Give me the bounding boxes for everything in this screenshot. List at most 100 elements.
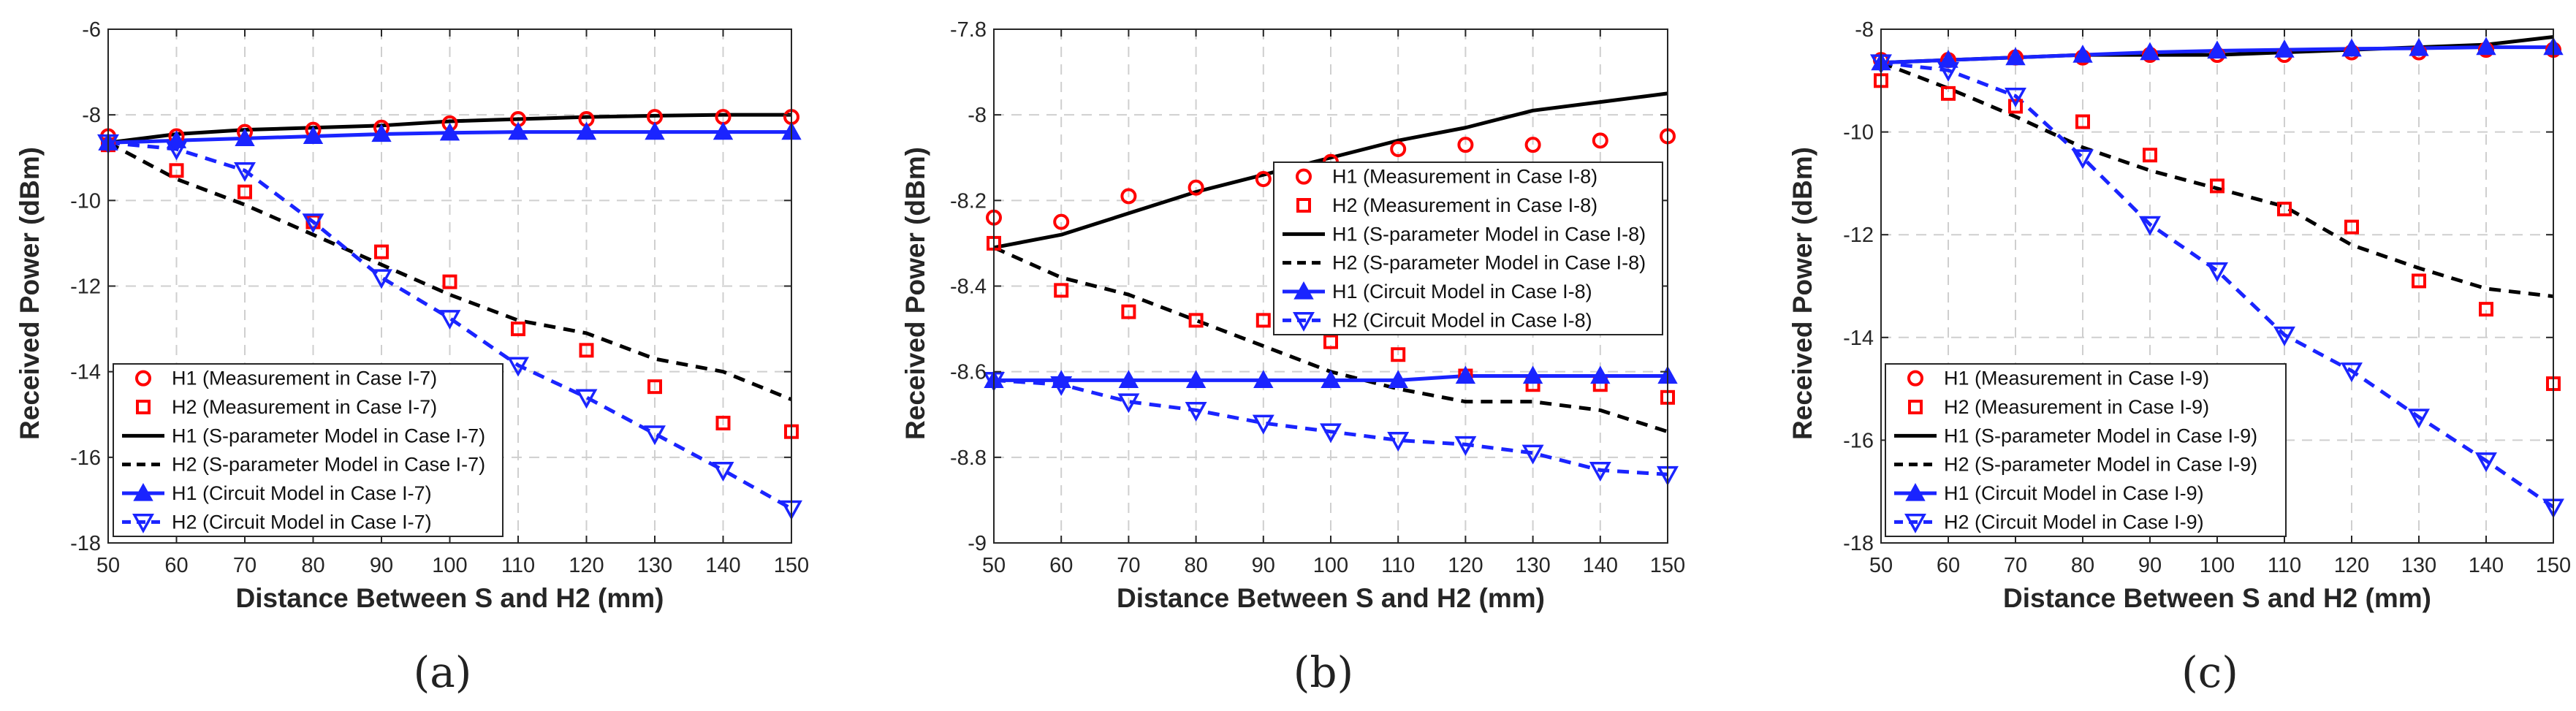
data-point-s2 — [2277, 202, 2292, 217]
data-point-s6 — [507, 357, 529, 377]
legend-swatch-marker — [1296, 198, 1311, 213]
legend-swatch-marker — [1293, 311, 1315, 332]
data-point-s5 — [1118, 370, 1139, 388]
data-point-s6 — [2273, 326, 2295, 346]
y-tick-label: -12 — [70, 275, 101, 299]
data-point-s6 — [2139, 216, 2161, 236]
data-point-s2 — [1054, 283, 1069, 298]
data-point-s2 — [442, 274, 457, 289]
legend: H1 (Measurement in Case I-7) H2 (Measurem… — [113, 363, 504, 537]
y-tick-label: -7.8 — [950, 18, 987, 42]
x-tick-label: 140 — [705, 554, 740, 577]
data-point-s5 — [1590, 365, 1611, 384]
series-line-4 — [107, 141, 792, 402]
legend-entry-label: H2 (S-parameter Model in Case I-8) — [1332, 252, 1646, 274]
data-point-s6 — [644, 425, 666, 446]
data-point-s6 — [575, 389, 598, 409]
y-tick-label: -16 — [1843, 429, 1874, 452]
data-point-s5 — [2274, 39, 2295, 58]
data-point-s5 — [2005, 47, 2026, 66]
x-tick-label: 130 — [2401, 554, 2436, 577]
data-point-s6 — [712, 462, 734, 482]
y-axis-label: Received Power (dBm) — [15, 147, 45, 440]
legend-swatch-marker — [1905, 482, 1926, 501]
data-point-s5 — [1455, 365, 1476, 384]
data-point-s5 — [2341, 38, 2362, 57]
data-point-s6 — [2341, 362, 2363, 383]
x-tick-label: 90 — [1252, 554, 1275, 577]
x-tick-label: 70 — [1117, 554, 1140, 577]
data-point-s5 — [2207, 40, 2227, 59]
x-tick-label: 90 — [2138, 554, 2162, 577]
data-point-s2 — [169, 163, 184, 178]
legend-box — [1885, 363, 2287, 537]
data-point-s6 — [165, 140, 188, 161]
legend-swatch-marker — [136, 400, 151, 414]
data-point-s2 — [1391, 347, 1406, 362]
x-tick-label: 130 — [637, 554, 672, 577]
y-tick-label: -9 — [968, 532, 987, 555]
y-tick-label: -8.4 — [950, 275, 987, 299]
x-tick-label: 60 — [1049, 554, 1073, 577]
data-point-s1 — [1188, 179, 1204, 196]
data-point-s2 — [1188, 313, 1204, 328]
data-point-s2 — [511, 322, 525, 337]
data-point-s5 — [508, 121, 528, 140]
chart-panel-2: 50 60 70 80 90 100 110 120 130 140 150 -9 -8.8 -8.6 -8… — [900, 18, 1685, 697]
legend-entry-label: H1 (S-parameter Model in Case I-9) — [1944, 425, 2257, 446]
x-tick-label: 50 — [982, 554, 1006, 577]
data-point-s5 — [1388, 370, 1408, 388]
data-point-s6 — [1252, 414, 1274, 435]
data-point-s1 — [1120, 188, 1137, 205]
data-point-s5 — [303, 126, 324, 145]
y-tick-label: -8.6 — [950, 361, 987, 384]
data-point-s6 — [1117, 393, 1140, 414]
data-point-s5 — [1185, 370, 1207, 388]
panel-label: (a) — [414, 647, 472, 697]
data-point-s1 — [1390, 141, 1407, 158]
legend-entry-label: H2 (Measurement in Case I-9) — [1944, 396, 2209, 418]
y-tick-label: -8.2 — [950, 189, 987, 213]
data-point-s5 — [2409, 37, 2429, 56]
data-point-s6 — [1454, 436, 1477, 456]
data-point-s1 — [1255, 171, 1272, 188]
data-point-s6 — [1185, 402, 1207, 422]
legend-entry-label: H2 (Measurement in Case I-7) — [172, 396, 437, 418]
legend-swatch-marker — [1296, 168, 1312, 185]
data-point-s2 — [2143, 148, 2157, 163]
data-point-s6 — [438, 310, 461, 330]
x-tick-label: 150 — [2536, 554, 2571, 577]
x-tick-label: 120 — [2334, 554, 2369, 577]
data-point-s5 — [235, 128, 255, 146]
y-tick-label: -18 — [70, 532, 101, 555]
x-tick-label: 60 — [164, 554, 188, 577]
y-axis-label: Received Power (dBm) — [900, 147, 930, 440]
legend-swatch-marker — [1293, 281, 1314, 300]
data-point-s2 — [1255, 313, 1271, 328]
data-point-s5 — [439, 122, 460, 141]
legend-swatch-marker — [135, 370, 151, 387]
data-point-s2 — [715, 415, 731, 430]
x-tick-label: 70 — [2004, 554, 2027, 577]
legend-swatch-marker — [132, 513, 154, 533]
x-tick-label: 80 — [2071, 554, 2094, 577]
legend-entry-label: H2 (Measurement in Case I-8) — [1332, 194, 1597, 216]
x-tick-label: 120 — [569, 554, 604, 577]
y-axis-label: Received Power (dBm) — [1787, 147, 1817, 440]
legend-entry-label: H1 (Circuit Model in Case I-7) — [172, 482, 432, 504]
legend-box — [1273, 161, 1663, 335]
data-point-s6 — [1387, 432, 1410, 452]
data-point-s1 — [1524, 137, 1541, 153]
series-line-3 — [993, 91, 1668, 250]
data-point-s2 — [2344, 219, 2359, 235]
data-point-s2 — [2008, 99, 2023, 114]
chart-panel-1: 50 60 70 80 90 100 110 120 130 140 150 -18 -16 -14 -12… — [15, 18, 809, 697]
x-tick-label: 50 — [1869, 554, 1893, 577]
x-tick-label: 130 — [1515, 554, 1550, 577]
data-point-s2 — [1121, 304, 1136, 319]
x-tick-label: 110 — [501, 554, 535, 577]
data-point-s2 — [1941, 85, 1956, 101]
data-point-s5 — [576, 121, 597, 140]
y-tick-label: -10 — [70, 189, 101, 213]
data-point-s1 — [1053, 213, 1070, 230]
